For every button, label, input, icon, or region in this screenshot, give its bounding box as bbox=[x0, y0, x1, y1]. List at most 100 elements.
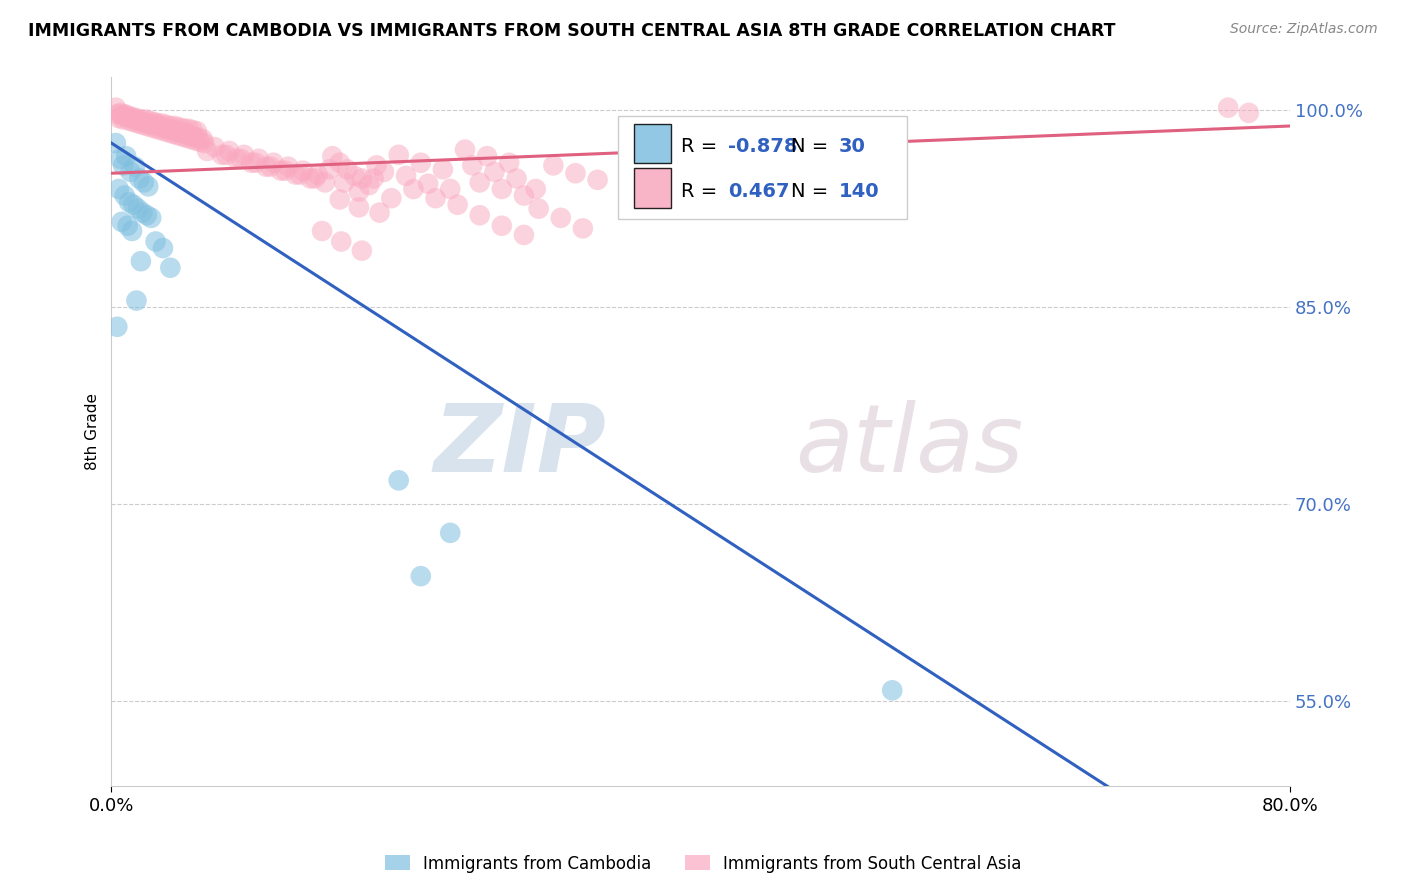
Point bbox=[128, 171, 150, 186]
Point bbox=[409, 155, 432, 169]
Point bbox=[524, 182, 547, 196]
Text: atlas: atlas bbox=[794, 401, 1024, 491]
Point bbox=[129, 254, 152, 268]
Text: IMMIGRANTS FROM CAMBODIA VS IMMIGRANTS FROM SOUTH CENTRAL ASIA 8TH GRADE CORRELA: IMMIGRANTS FROM CAMBODIA VS IMMIGRANTS F… bbox=[28, 22, 1115, 40]
Point bbox=[121, 224, 143, 238]
Point bbox=[211, 148, 233, 162]
Text: N =: N = bbox=[792, 182, 835, 202]
Point bbox=[439, 182, 461, 196]
Point bbox=[174, 127, 197, 141]
Point bbox=[304, 171, 326, 186]
Point bbox=[543, 158, 565, 172]
Legend: Immigrants from Cambodia, Immigrants from South Central Asia: Immigrants from Cambodia, Immigrants fro… bbox=[378, 848, 1028, 880]
Point bbox=[157, 126, 180, 140]
Point bbox=[586, 173, 609, 187]
Point bbox=[259, 160, 281, 174]
Text: 140: 140 bbox=[838, 182, 879, 202]
Point bbox=[124, 112, 146, 127]
Point bbox=[373, 165, 395, 179]
Text: -0.878: -0.878 bbox=[728, 137, 797, 156]
Point bbox=[152, 241, 174, 255]
Point bbox=[318, 162, 340, 177]
Point bbox=[156, 121, 179, 136]
Point bbox=[159, 260, 181, 275]
Point bbox=[136, 116, 159, 130]
Point bbox=[461, 158, 484, 172]
Point bbox=[125, 111, 148, 125]
Point bbox=[104, 101, 127, 115]
Point bbox=[155, 118, 177, 132]
Point bbox=[122, 115, 145, 129]
Point bbox=[184, 133, 207, 147]
Point bbox=[132, 115, 155, 129]
FancyBboxPatch shape bbox=[634, 169, 671, 208]
Point bbox=[118, 113, 141, 128]
Point bbox=[388, 474, 411, 488]
Point bbox=[115, 110, 138, 124]
Point bbox=[321, 149, 343, 163]
Point bbox=[138, 113, 160, 128]
Point bbox=[491, 182, 513, 196]
Point bbox=[527, 202, 550, 216]
Point bbox=[366, 158, 388, 172]
Point bbox=[167, 120, 190, 135]
Text: 0.467: 0.467 bbox=[728, 182, 789, 202]
Point bbox=[186, 124, 208, 138]
Point bbox=[247, 152, 270, 166]
Text: R =: R = bbox=[681, 137, 723, 156]
Text: ZIP: ZIP bbox=[433, 400, 606, 492]
Point bbox=[131, 205, 153, 219]
Point bbox=[124, 160, 146, 174]
Point bbox=[131, 118, 153, 132]
Point bbox=[110, 106, 132, 120]
Point bbox=[468, 176, 491, 190]
Point bbox=[882, 683, 904, 698]
Point bbox=[152, 120, 174, 135]
Point bbox=[112, 112, 135, 127]
Point bbox=[172, 129, 194, 144]
Point bbox=[148, 119, 170, 133]
Text: N =: N = bbox=[792, 137, 835, 156]
Point bbox=[343, 169, 366, 183]
Point bbox=[218, 144, 240, 158]
Point bbox=[150, 116, 173, 130]
Point bbox=[368, 205, 391, 219]
Point bbox=[245, 155, 267, 169]
Point bbox=[388, 148, 411, 162]
Point bbox=[193, 136, 215, 150]
Point bbox=[329, 193, 352, 207]
Point bbox=[307, 168, 329, 182]
Point bbox=[177, 121, 200, 136]
Point bbox=[112, 158, 135, 172]
Point bbox=[225, 152, 247, 166]
Point bbox=[149, 123, 172, 137]
Point bbox=[498, 155, 520, 169]
Point bbox=[425, 191, 447, 205]
Point bbox=[115, 149, 138, 163]
Point bbox=[153, 124, 176, 138]
Point bbox=[263, 155, 285, 169]
Point bbox=[550, 211, 572, 225]
Text: 30: 30 bbox=[838, 137, 866, 156]
Point bbox=[111, 108, 134, 122]
Point bbox=[288, 168, 311, 182]
Point bbox=[432, 162, 454, 177]
Point bbox=[240, 155, 263, 169]
Point bbox=[127, 116, 149, 130]
Point bbox=[160, 123, 183, 137]
Point bbox=[409, 569, 432, 583]
Point bbox=[145, 121, 167, 136]
Point bbox=[284, 168, 307, 182]
Point bbox=[277, 160, 299, 174]
Point bbox=[173, 121, 195, 136]
Point bbox=[146, 116, 169, 130]
Point bbox=[491, 219, 513, 233]
Point bbox=[117, 108, 139, 122]
Point bbox=[125, 293, 148, 308]
Point bbox=[347, 200, 370, 214]
Point bbox=[104, 136, 127, 150]
Text: Source: ZipAtlas.com: Source: ZipAtlas.com bbox=[1230, 22, 1378, 37]
Point bbox=[380, 191, 402, 205]
Point bbox=[336, 162, 359, 177]
Point bbox=[181, 123, 204, 137]
